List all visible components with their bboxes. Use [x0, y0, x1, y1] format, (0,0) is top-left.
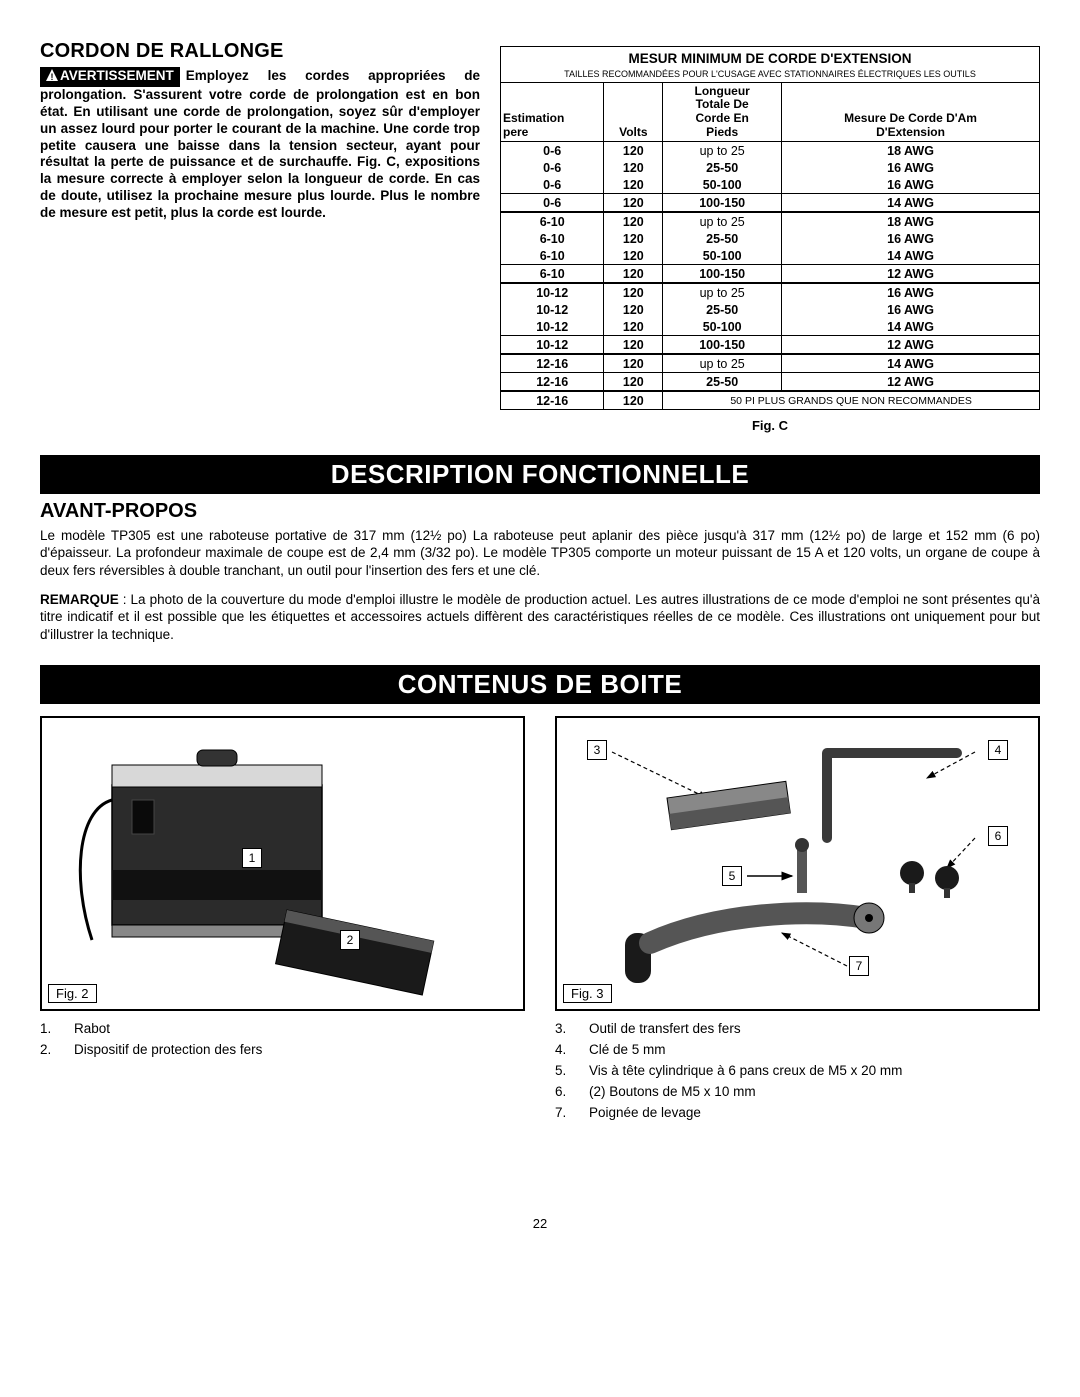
callout-1: 1	[242, 848, 262, 868]
banner-contents: CONTENUS DE BOITE	[40, 665, 1040, 704]
planer-illustration	[57, 730, 477, 1000]
avant-propos-p1: Le modèle TP305 est une raboteuse portat…	[40, 527, 1040, 579]
callout-6: 6	[988, 826, 1008, 846]
list-item: 1.Rabot	[40, 1021, 525, 1036]
warning-badge: !AVERTISSEMENT	[40, 67, 180, 87]
figure-3-box: 3 4 5 6 7 Fig. 3	[555, 716, 1040, 1011]
avant-propos-heading: AVANT-PROPOS	[40, 500, 1040, 523]
list-item: 2.Dispositif de protection des fers	[40, 1042, 525, 1057]
parts-illustration	[557, 718, 1037, 1008]
callout-2: 2	[340, 930, 360, 950]
callout-7: 7	[849, 956, 869, 976]
cordon-paragraph: !AVERTISSEMENTEmployez les cordes approp…	[40, 67, 480, 222]
fig-3-label: Fig. 3	[563, 984, 612, 1003]
fig3-list: 3.Outil de transfert des fers 4.Clé de 5 …	[555, 1021, 1040, 1126]
list-item: 7.Poignée de levage	[555, 1105, 1040, 1120]
cordon-heading: CORDON DE RALLONGE	[40, 40, 480, 63]
figure-2-box: 1 2 Fig. 2	[40, 716, 525, 1011]
page-number: 22	[40, 1216, 1040, 1231]
callout-3: 3	[587, 740, 607, 760]
fig2-list: 1.Rabot 2.Dispositif de protection des fe…	[40, 1021, 525, 1126]
list-item: 5.Vis à tête cylindrique à 6 pans creux …	[555, 1063, 1040, 1078]
list-item: 3.Outil de transfert des fers	[555, 1021, 1040, 1036]
callout-4: 4	[988, 740, 1008, 760]
fig-2-label: Fig. 2	[48, 984, 97, 1003]
svg-text:!: !	[51, 72, 54, 81]
banner-description: DESCRIPTION FONCTIONNELLE	[40, 455, 1040, 494]
avant-propos-remark: REMARQUE : La photo de la couverture du …	[40, 591, 1040, 643]
warning-icon: !	[46, 69, 58, 86]
extension-cord-table: MESUR MINIMUM DE CORDE D'EXTENSION TAILL…	[500, 46, 1040, 410]
list-item: 4.Clé de 5 mm	[555, 1042, 1040, 1057]
fig-c-caption: Fig. C	[500, 418, 1040, 433]
callout-5: 5	[722, 866, 742, 886]
list-item: 6.(2) Boutons de M5 x 10 mm	[555, 1084, 1040, 1099]
